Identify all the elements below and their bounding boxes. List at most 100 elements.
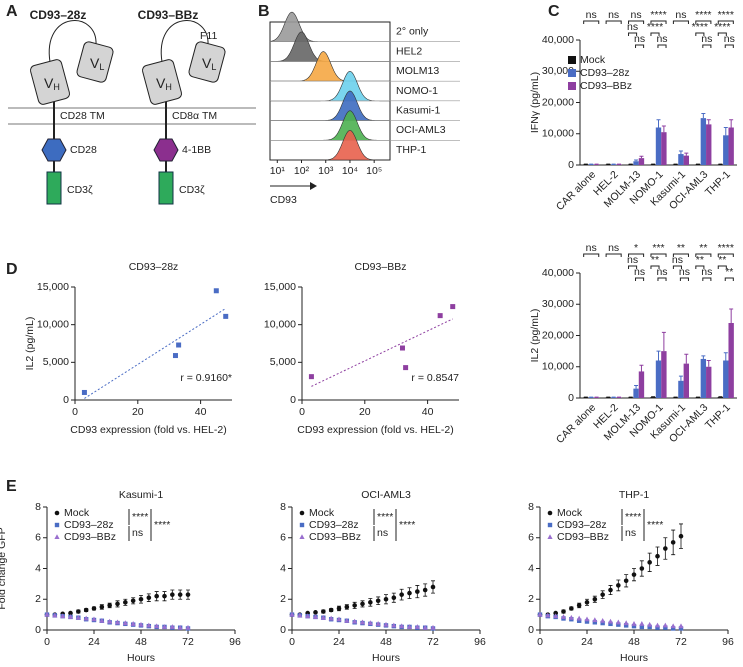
point: [328, 615, 334, 621]
significance-bracket: [724, 277, 734, 281]
y-tick-label: 40,000: [542, 267, 574, 279]
point: [654, 622, 661, 628]
legend-label: CD93–28z: [557, 519, 607, 531]
bar: [616, 164, 622, 165]
point: [185, 592, 191, 597]
significance-bracket: [583, 253, 600, 257]
significance-bracket: [717, 265, 727, 269]
histogram: [269, 90, 391, 121]
significance-bracket: [717, 32, 727, 36]
y-tick-label: 0: [63, 394, 69, 406]
bar: [706, 366, 712, 398]
vh-domain: [141, 59, 183, 105]
significance: ****: [692, 21, 708, 33]
point: [576, 618, 582, 623]
point: [83, 607, 89, 613]
bar: [633, 161, 639, 165]
bar: [633, 388, 639, 398]
point: [678, 533, 684, 539]
point: [584, 616, 590, 622]
bar: [672, 164, 679, 165]
significance-bracket: [605, 20, 622, 24]
bar: [638, 371, 645, 398]
significance: **: [699, 242, 707, 254]
significance: ns: [656, 266, 667, 278]
x-tick-label: 0: [44, 636, 50, 648]
bar: [616, 397, 622, 398]
point: [399, 345, 405, 351]
x-axis-label: CD93 expression (fold vs. HEL-2): [70, 424, 226, 436]
chart-title: Kasumi-1: [119, 489, 164, 501]
y-tick-label: 0: [568, 392, 574, 404]
bar: [655, 360, 662, 398]
point: [391, 595, 397, 601]
point: [678, 623, 684, 629]
y-tick-label: 4: [280, 562, 286, 574]
point: [607, 618, 614, 624]
y-tick-label: 8: [528, 501, 534, 513]
legend-label: CD93–28z: [580, 67, 630, 79]
point: [631, 621, 637, 626]
y-tick-label: 10,000: [542, 128, 574, 140]
x-tick-label: 0: [299, 406, 305, 418]
point: [336, 606, 342, 611]
significance-bracket: [650, 20, 667, 24]
significance: ns: [701, 33, 712, 45]
significance: ns: [608, 9, 619, 21]
x-axis-label: CD93: [270, 194, 297, 206]
vh-label: VH: [156, 75, 172, 93]
y-axis-label: IL2 (pg/mL): [24, 317, 36, 371]
point: [375, 621, 381, 626]
bar: [728, 127, 734, 165]
significance-bracket: [605, 253, 622, 257]
significance: ****: [695, 9, 711, 21]
point: [383, 596, 389, 602]
point: [154, 593, 159, 599]
bar: [728, 323, 734, 398]
trend-line: [84, 308, 226, 399]
significance-bracket: [695, 253, 712, 257]
bar: [610, 397, 617, 398]
error-bar: [701, 112, 706, 119]
bar: [695, 164, 701, 165]
significance: ns: [627, 254, 638, 266]
x-tick-label: 72: [182, 636, 194, 648]
point: [154, 623, 160, 629]
vl-domain: [76, 41, 114, 83]
point: [114, 619, 121, 625]
bar: [593, 164, 600, 165]
bar: [638, 158, 645, 165]
legend-label: CD93–28z: [309, 519, 359, 531]
point: [422, 624, 428, 630]
point: [414, 624, 420, 629]
x-tick-label: 10⁵: [366, 165, 382, 177]
y-tick-label: 5,000: [43, 356, 69, 368]
legend-marker: [547, 510, 553, 516]
chart-title: CD93–BBz: [355, 261, 407, 273]
point: [670, 623, 676, 629]
x-tick-label: 0: [72, 406, 78, 418]
y-tick-label: 0: [290, 394, 296, 406]
point: [399, 592, 404, 597]
error-bar: [678, 150, 683, 155]
point: [399, 623, 405, 629]
point: [623, 620, 629, 626]
x-tick-label: 10⁴: [342, 165, 358, 177]
significance-bracket: [635, 277, 645, 281]
error-bar: [684, 152, 689, 156]
point: [631, 572, 637, 577]
x-tick-label: 20: [132, 406, 144, 418]
significance-bracket: [702, 277, 712, 281]
significance-bracket: [657, 44, 667, 48]
r-annotation: r = 0.8547: [411, 372, 459, 384]
point: [430, 584, 436, 590]
construct: VH VL CD28 TM CD28 CD3ζ: [29, 20, 114, 205]
costim-domain: [153, 138, 179, 162]
significance: ****: [714, 21, 730, 33]
bar: [627, 397, 634, 398]
histogram-label: OCI-AML3: [396, 124, 446, 136]
error-bar: [634, 159, 639, 162]
cd3z-label: CD3ζ: [179, 184, 205, 196]
vl-label: VL: [202, 55, 216, 73]
legend-label: CD93–BBz: [557, 531, 609, 543]
